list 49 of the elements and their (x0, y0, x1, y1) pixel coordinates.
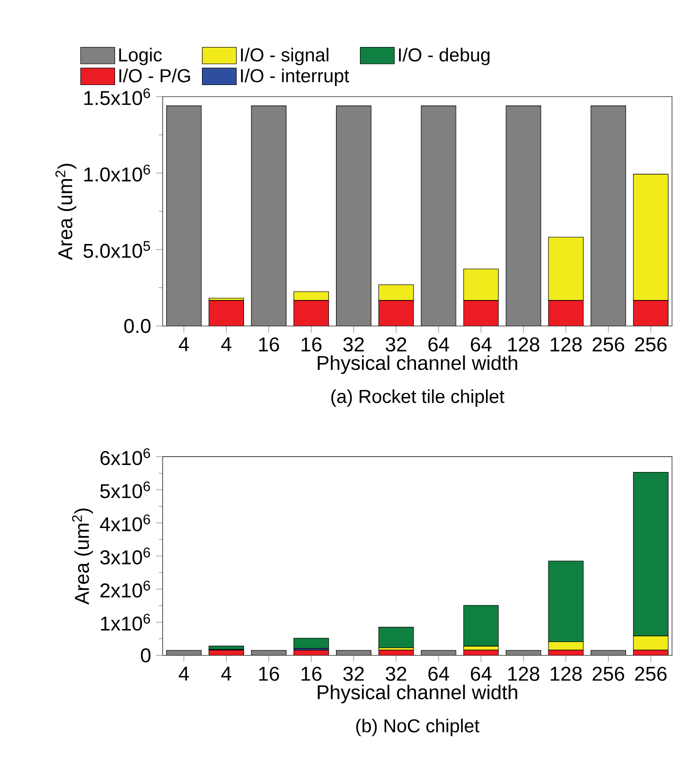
x-tick-label: 128 (508, 666, 540, 681)
x-tick-label: 4 (178, 666, 189, 680)
x-tick-label: 16 (302, 337, 322, 352)
x-tick-label: 128 (550, 666, 582, 681)
y-tick-label: 5.0x10$^{5}$ (84, 241, 150, 258)
legend-label: I/O - signal (241, 48, 328, 66)
x-tick-label: 256 (592, 337, 624, 352)
x-tick-label: 64 (428, 337, 450, 352)
y-tick-label: 1x10$^{6}$ (100, 614, 150, 631)
text: (b) NoC chiplet (356, 718, 480, 736)
bar (463, 605, 499, 646)
y-axis-title: Area (um$^{2}$) (72, 508, 93, 605)
x-tick-label: 128 (550, 337, 582, 352)
x-tick-label: 16 (302, 666, 322, 681)
x-tick-label: 128 (508, 337, 540, 352)
y-tick-label: 4x10$^{6}$ (100, 514, 150, 532)
y-tick-label: 1.5x10$^{6}$ (84, 88, 150, 106)
y-axis-title: Area (um$^{2}$) (55, 164, 76, 260)
bar (378, 626, 414, 648)
x-tick-label: 16 (259, 666, 280, 681)
y-tick-label: 0 (140, 648, 150, 662)
y-tick-label: 5x10$^{6}$ (100, 481, 150, 498)
x-tick-label: 256 (635, 337, 667, 352)
y-tick-label: 2x10$^{6}$ (100, 580, 150, 598)
x-tick-label: 64 (470, 337, 492, 352)
x-tick-label: 4 (178, 337, 189, 352)
x-axis-title: Physical channel width (318, 684, 518, 704)
x-axis-title: Physical channel width (318, 355, 518, 374)
x-tick-label: 32 (386, 337, 406, 352)
legend-label: I/O - debug (399, 48, 490, 66)
y-tick-label: 0.0 (124, 318, 150, 334)
x-tick-label: 4 (221, 337, 232, 352)
x-tick-label: 32 (343, 666, 364, 681)
x-tick-label: 32 (386, 666, 406, 681)
x-tick-label: 16 (259, 337, 280, 352)
legend-label: I/O - interrupt (241, 68, 350, 86)
x-tick-label: 64 (428, 666, 450, 681)
legend-label: Logic (119, 48, 162, 66)
y-tick-label: 3x10$^{6}$ (100, 548, 150, 564)
y-tick-label: 6x10$^{6}$ (100, 448, 150, 466)
x-tick-label: 4 (221, 666, 232, 680)
bar (294, 638, 329, 649)
x-tick-label: 32 (343, 337, 364, 352)
x-tick-label: 256 (592, 666, 624, 681)
legend-label: I/O - P/G (119, 68, 190, 82)
y-tick-label: 1.0x10$^{6}$ (84, 164, 150, 182)
x-tick-label: 256 (635, 666, 667, 681)
text: (a) Rocket tile chiplet (331, 389, 504, 407)
x-tick-label: 64 (470, 666, 492, 681)
